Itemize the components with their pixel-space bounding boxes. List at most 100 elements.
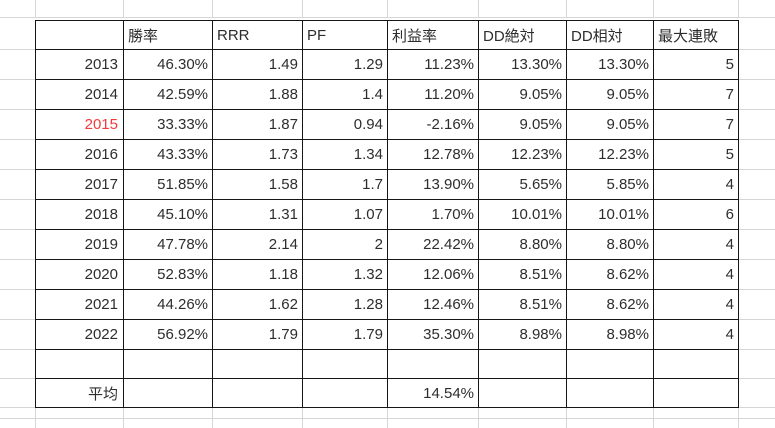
header-cell[interactable]: 最大連敗 [654, 21, 739, 50]
header-cell[interactable]: DD相対 [567, 21, 654, 50]
year-cell[interactable] [36, 350, 124, 379]
value-cell[interactable]: 8.51% [479, 290, 567, 320]
value-cell[interactable]: 8.98% [479, 320, 567, 350]
value-cell[interactable]: 8.62% [567, 290, 654, 320]
value-cell[interactable] [213, 379, 303, 408]
value-cell[interactable]: 1.73 [213, 140, 303, 170]
year-cell[interactable]: 2019 [36, 230, 124, 260]
value-cell[interactable] [479, 350, 567, 379]
value-cell[interactable]: 13.30% [479, 50, 567, 80]
value-cell[interactable]: 13.90% [388, 170, 479, 200]
year-cell[interactable]: 2014 [36, 80, 124, 110]
value-cell[interactable]: 5.65% [479, 170, 567, 200]
value-cell[interactable]: 4 [654, 260, 739, 290]
value-cell[interactable]: 43.33% [124, 140, 213, 170]
value-cell[interactable]: 1.7 [303, 170, 388, 200]
value-cell[interactable]: 12.06% [388, 260, 479, 290]
year-cell[interactable]: 2018 [36, 200, 124, 230]
year-cell[interactable]: 2021 [36, 290, 124, 320]
value-cell[interactable]: 9.05% [479, 80, 567, 110]
value-cell[interactable]: 1.49 [213, 50, 303, 80]
value-cell[interactable]: 8.62% [567, 260, 654, 290]
value-cell[interactable]: 42.59% [124, 80, 213, 110]
value-cell[interactable] [124, 350, 213, 379]
value-cell[interactable]: 1.34 [303, 140, 388, 170]
value-cell[interactable]: 1.62 [213, 290, 303, 320]
value-cell[interactable]: 1.07 [303, 200, 388, 230]
value-cell[interactable]: 1.29 [303, 50, 388, 80]
value-cell[interactable] [654, 350, 739, 379]
value-cell[interactable]: 12.23% [567, 140, 654, 170]
value-cell[interactable]: 1.87 [213, 110, 303, 140]
value-cell[interactable]: 45.10% [124, 200, 213, 230]
value-cell[interactable]: 7 [654, 110, 739, 140]
value-cell[interactable] [303, 379, 388, 408]
value-cell[interactable]: 1.79 [303, 320, 388, 350]
value-cell[interactable]: 52.83% [124, 260, 213, 290]
value-cell[interactable]: 1.31 [213, 200, 303, 230]
value-cell[interactable]: 6 [654, 200, 739, 230]
value-cell[interactable]: 0.94 [303, 110, 388, 140]
value-cell[interactable]: 1.32 [303, 260, 388, 290]
value-cell[interactable]: 5.85% [567, 170, 654, 200]
value-cell[interactable]: 22.42% [388, 230, 479, 260]
value-cell[interactable]: 2.14 [213, 230, 303, 260]
value-cell[interactable] [303, 350, 388, 379]
value-cell[interactable]: 12.46% [388, 290, 479, 320]
header-cell[interactable]: 勝率 [124, 21, 213, 50]
value-cell[interactable]: 10.01% [479, 200, 567, 230]
value-cell[interactable]: 1.79 [213, 320, 303, 350]
value-cell[interactable] [479, 379, 567, 408]
value-cell[interactable]: 47.78% [124, 230, 213, 260]
value-cell[interactable]: 11.20% [388, 80, 479, 110]
value-cell[interactable]: 13.30% [567, 50, 654, 80]
value-cell[interactable]: 5 [654, 50, 739, 80]
value-cell[interactable]: 8.80% [567, 230, 654, 260]
value-cell[interactable] [124, 379, 213, 408]
value-cell[interactable]: 35.30% [388, 320, 479, 350]
value-cell[interactable]: 33.33% [124, 110, 213, 140]
value-cell[interactable]: 1.4 [303, 80, 388, 110]
value-cell[interactable]: 4 [654, 290, 739, 320]
year-cell[interactable]: 2016 [36, 140, 124, 170]
year-cell[interactable]: 2020 [36, 260, 124, 290]
value-cell[interactable]: 1.28 [303, 290, 388, 320]
value-cell[interactable] [388, 350, 479, 379]
year-cell[interactable]: 2013 [36, 50, 124, 80]
value-cell[interactable]: 12.23% [479, 140, 567, 170]
value-cell[interactable]: 12.78% [388, 140, 479, 170]
value-cell[interactable]: 46.30% [124, 50, 213, 80]
header-cell[interactable]: 利益率 [388, 21, 479, 50]
value-cell[interactable] [567, 350, 654, 379]
value-cell[interactable]: 7 [654, 80, 739, 110]
value-cell[interactable]: 1.58 [213, 170, 303, 200]
value-cell[interactable]: 44.26% [124, 290, 213, 320]
value-cell[interactable]: 8.98% [567, 320, 654, 350]
value-cell[interactable]: -2.16% [388, 110, 479, 140]
value-cell[interactable] [654, 379, 739, 408]
header-cell[interactable]: RRR [213, 21, 303, 50]
value-cell[interactable] [213, 350, 303, 379]
value-cell[interactable]: 51.85% [124, 170, 213, 200]
value-cell[interactable]: 4 [654, 230, 739, 260]
value-cell[interactable]: 8.51% [479, 260, 567, 290]
header-cell[interactable]: DD絶対 [479, 21, 567, 50]
value-cell[interactable]: 1.70% [388, 200, 479, 230]
year-cell[interactable]: 2017 [36, 170, 124, 200]
value-cell[interactable] [567, 379, 654, 408]
value-cell[interactable]: 5 [654, 140, 739, 170]
value-cell[interactable]: 11.23% [388, 50, 479, 80]
value-cell[interactable]: 4 [654, 170, 739, 200]
header-cell[interactable] [36, 21, 124, 50]
value-cell[interactable]: 4 [654, 320, 739, 350]
value-cell[interactable]: 9.05% [567, 110, 654, 140]
header-cell[interactable]: PF [303, 21, 388, 50]
value-cell[interactable]: 9.05% [567, 80, 654, 110]
value-cell[interactable]: 10.01% [567, 200, 654, 230]
value-cell[interactable]: 56.92% [124, 320, 213, 350]
year-cell[interactable]: 2015 [36, 110, 124, 140]
value-cell[interactable]: 9.05% [479, 110, 567, 140]
year-cell[interactable]: 2022 [36, 320, 124, 350]
value-cell[interactable]: 1.88 [213, 80, 303, 110]
value-cell[interactable]: 2 [303, 230, 388, 260]
